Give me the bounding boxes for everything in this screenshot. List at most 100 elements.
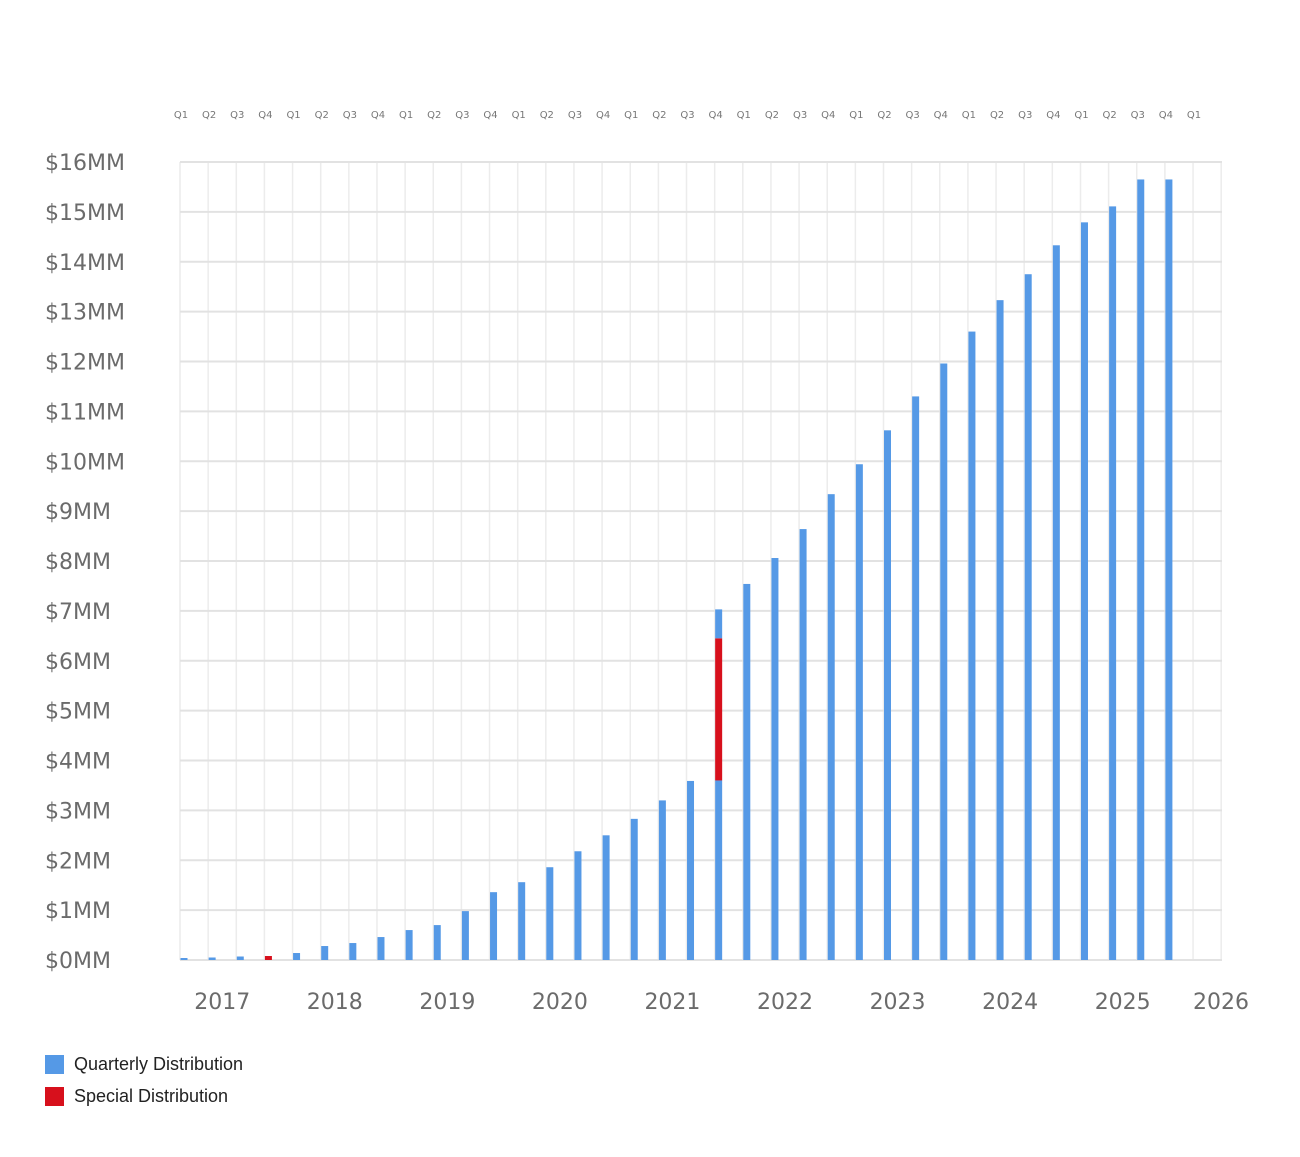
bar-quarterly [1165,179,1173,961]
bar-quarterly [715,780,723,960]
bar-quarterly [1024,274,1032,960]
legend-label: Quarterly Distribution [74,1054,244,1074]
quarter-label: Q2 [877,110,891,121]
y-tick-label: $8MM [45,550,111,575]
quarter-label: Q4 [483,110,497,121]
bar-quarterly [884,430,891,960]
year-label: 2017 [194,990,250,1015]
bar-quarterly [293,953,301,960]
bar-quarterly [630,818,638,960]
bar-quarterly [405,930,413,960]
quarter-label: Q2 [652,110,666,121]
quarter-label: Q1 [512,110,526,121]
bar-quarterly [658,800,666,960]
quarter-label: Q1 [399,110,413,121]
bar-quarterly [518,882,526,960]
quarter-label: Q3 [343,110,357,121]
quarter-label: Q3 [1131,110,1145,121]
quarter-label: Q4 [821,110,835,121]
year-label: 2021 [644,990,700,1015]
bar-quarterly [602,835,610,960]
quarter-label: Q4 [709,110,723,121]
quarter-label: Q4 [371,110,385,121]
bar-quarterly [574,851,582,960]
bar-quarterly [715,609,723,639]
legend-item-special: Special Distribution [45,1086,228,1107]
quarter-label: Q3 [680,110,694,121]
bar-quarterly [490,892,498,960]
quarter-label: Q1 [1187,110,1201,121]
quarter-label: Q3 [906,110,920,121]
y-tick-label: $1MM [45,899,111,924]
bar-quarterly [996,300,1004,960]
bar-quarterly [461,911,469,960]
quarter-label: Q1 [1074,110,1088,121]
quarter-label: Q2 [202,110,216,121]
bar-quarterly [208,957,216,960]
bar-quarterly [180,958,188,960]
year-label: 2020 [532,990,588,1015]
bar-quarterly [855,464,863,960]
quarter-label: Q4 [258,110,272,121]
bar-quarterly [1109,206,1117,961]
quarter-label: Q1 [624,110,638,121]
year-label: 2026 [1193,990,1249,1015]
bar-quarterly [912,396,920,961]
quarter-label: Q3 [793,110,807,121]
quarter-label: Q2 [427,110,441,121]
bar-quarterly [433,925,441,960]
bar-special [715,638,723,781]
quarter-label: Q1 [737,110,751,121]
y-tick-label: $15MM [45,201,125,226]
quarter-label: Q1 [286,110,300,121]
quarter-label: Q2 [315,110,329,121]
y-tick-label: $6MM [45,650,111,675]
quarter-label: Q2 [540,110,554,121]
y-tick-label: $11MM [45,400,125,425]
quarter-label: Q3 [1018,110,1032,121]
bar-quarterly [968,331,976,960]
quarter-label: Q4 [934,110,948,121]
bar-quarterly [799,529,807,960]
bar-quarterly [771,558,779,960]
legend-swatch-special [45,1087,64,1106]
quarter-label: Q1 [174,110,188,121]
bar-quarterly [377,937,385,960]
quarter-label: Q3 [568,110,582,121]
quarter-label: Q3 [230,110,244,121]
bar-quarterly [546,867,554,960]
y-tick-label: $5MM [45,700,111,725]
year-label: 2018 [307,990,363,1015]
bar-quarterly [1137,179,1145,961]
year-label: 2022 [757,990,813,1015]
y-tick-label: $10MM [45,450,125,475]
bar-quarterly [827,494,835,960]
quarter-label: Q2 [765,110,779,121]
legend-swatch-quarterly [45,1055,64,1074]
bar-quarterly [349,943,357,960]
bar-quarterly [743,583,751,960]
year-label: 2025 [1095,990,1151,1015]
quarter-label: Q3 [455,110,469,121]
quarter-label: Q4 [596,110,610,121]
legend-item-quarterly: Quarterly Distribution [45,1054,243,1075]
quarter-label: Q1 [849,110,863,121]
y-tick-label: $16MM [45,151,125,176]
y-tick-label: $13MM [45,301,125,326]
y-tick-label: $0MM [45,949,111,974]
bar-quarterly [321,946,329,960]
bar-quarterly [940,363,948,960]
bar-quarterly [687,780,695,960]
year-label: 2024 [982,990,1038,1015]
y-tick-label: $2MM [45,849,111,874]
quarter-label: Q1 [962,110,976,121]
quarter-label: Q2 [990,110,1004,121]
legend-label: Special Distribution [74,1086,229,1106]
y-tick-label: $3MM [45,799,111,824]
y-tick-label: $9MM [45,500,111,525]
y-tick-label: $4MM [45,750,111,775]
bar-quarterly [1080,222,1088,960]
bar-quarterly [236,956,244,960]
bar-quarterly [1052,245,1060,960]
y-tick-label: $7MM [45,600,111,625]
